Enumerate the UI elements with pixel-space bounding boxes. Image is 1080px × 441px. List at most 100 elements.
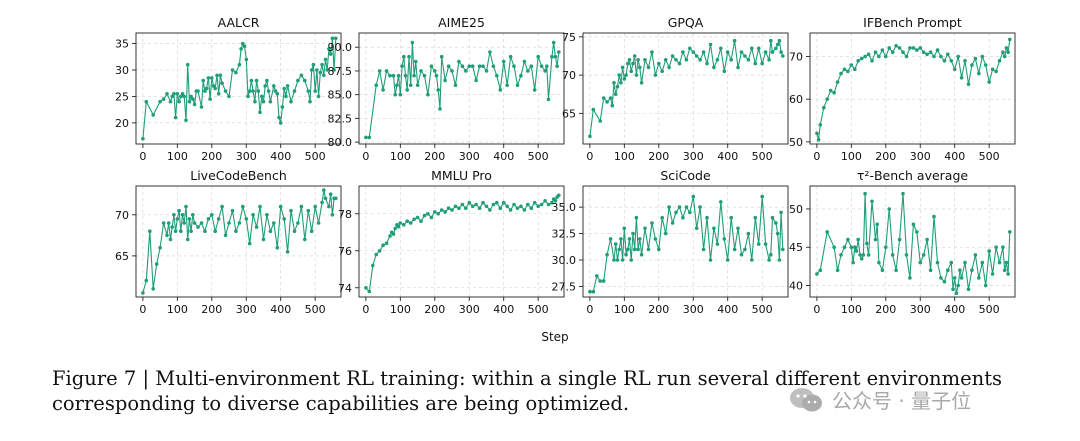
- data-point: [620, 65, 625, 70]
- data-point: [168, 99, 173, 104]
- data-point: [410, 40, 415, 45]
- data-point: [732, 38, 737, 43]
- x-tick-label: 500: [979, 303, 1000, 316]
- data-point: [977, 276, 981, 280]
- data-point: [835, 268, 840, 273]
- data-point: [144, 278, 149, 283]
- data-point: [277, 115, 281, 120]
- data-point: [739, 252, 744, 257]
- data-point: [667, 65, 671, 70]
- data-point: [994, 69, 998, 74]
- data-point: [591, 289, 596, 294]
- data-point: [247, 241, 252, 246]
- data-point: [422, 73, 427, 78]
- data-point: [230, 208, 235, 213]
- data-point: [154, 262, 159, 266]
- data-point: [249, 78, 254, 83]
- data-point: [822, 105, 826, 110]
- x-axis-label: Step: [541, 330, 568, 344]
- data-point: [877, 260, 881, 265]
- data-point: [284, 94, 288, 99]
- data-point: [508, 54, 513, 59]
- x-tick-label: 0: [586, 150, 593, 163]
- data-point: [439, 54, 444, 59]
- data-point: [323, 196, 328, 201]
- data-point: [208, 97, 212, 101]
- data-point: [246, 94, 250, 99]
- y-tick-label: 70: [562, 69, 576, 82]
- data-point: [429, 64, 434, 68]
- data-point: [189, 94, 193, 99]
- data-point: [901, 50, 905, 54]
- data-point: [557, 193, 561, 198]
- data-point: [551, 40, 556, 45]
- data-point: [396, 224, 401, 229]
- data-point: [543, 199, 547, 203]
- data-point: [643, 226, 647, 231]
- data-point: [859, 56, 864, 61]
- data-point: [467, 64, 472, 68]
- data-point: [206, 217, 211, 221]
- data-point: [374, 252, 379, 257]
- data-point: [774, 221, 778, 225]
- plot-frame: [358, 32, 565, 145]
- chart-title: AALCR: [218, 15, 260, 30]
- data-point: [775, 231, 780, 236]
- data-point: [213, 229, 217, 233]
- data-point: [660, 69, 664, 74]
- data-point: [522, 59, 527, 64]
- x-tick-label: 400: [270, 150, 291, 163]
- data-point: [698, 205, 702, 209]
- data-point: [539, 64, 544, 68]
- data-point: [388, 73, 392, 78]
- data-point: [1004, 46, 1009, 50]
- data-point: [289, 99, 293, 104]
- data-point: [296, 78, 300, 83]
- data-point: [391, 73, 396, 78]
- y-tick-label: 25: [115, 90, 129, 103]
- data-point: [265, 213, 269, 217]
- data-point: [980, 54, 985, 59]
- data-point: [488, 208, 492, 212]
- data-point: [426, 92, 430, 97]
- data-point: [980, 260, 985, 265]
- data-point: [815, 131, 819, 136]
- data-point: [481, 200, 485, 205]
- data-point: [626, 61, 630, 66]
- data-point: [719, 46, 723, 51]
- data-point: [381, 88, 385, 92]
- data-point: [526, 69, 530, 73]
- plot-frame: [809, 185, 1016, 298]
- data-point: [925, 237, 929, 242]
- data-point: [303, 237, 307, 242]
- data-point: [306, 208, 311, 213]
- data-point: [182, 221, 186, 225]
- data-point: [890, 50, 895, 54]
- data-point: [619, 81, 623, 85]
- data-point: [956, 54, 960, 59]
- data-point: [863, 54, 867, 59]
- data-point: [770, 215, 775, 220]
- data-point: [743, 247, 747, 252]
- data-point: [646, 65, 651, 70]
- data-point: [512, 202, 516, 207]
- y-tick-label: 87.5: [328, 65, 353, 78]
- data-point: [191, 213, 195, 217]
- data-point: [439, 208, 444, 212]
- data-point: [555, 64, 559, 68]
- data-point: [332, 68, 336, 72]
- data-point: [636, 247, 640, 252]
- data-point: [677, 61, 682, 66]
- x-tick-label: 100: [167, 150, 188, 163]
- data-point: [446, 64, 451, 68]
- data-point: [187, 217, 192, 221]
- data-point: [987, 249, 991, 253]
- data-point: [849, 63, 854, 67]
- data-point: [381, 243, 385, 247]
- data-point: [825, 230, 829, 234]
- series-line: [816, 39, 1011, 140]
- data-point: [308, 99, 312, 104]
- data-point: [729, 58, 733, 62]
- data-point: [818, 268, 823, 273]
- data-point: [436, 88, 441, 92]
